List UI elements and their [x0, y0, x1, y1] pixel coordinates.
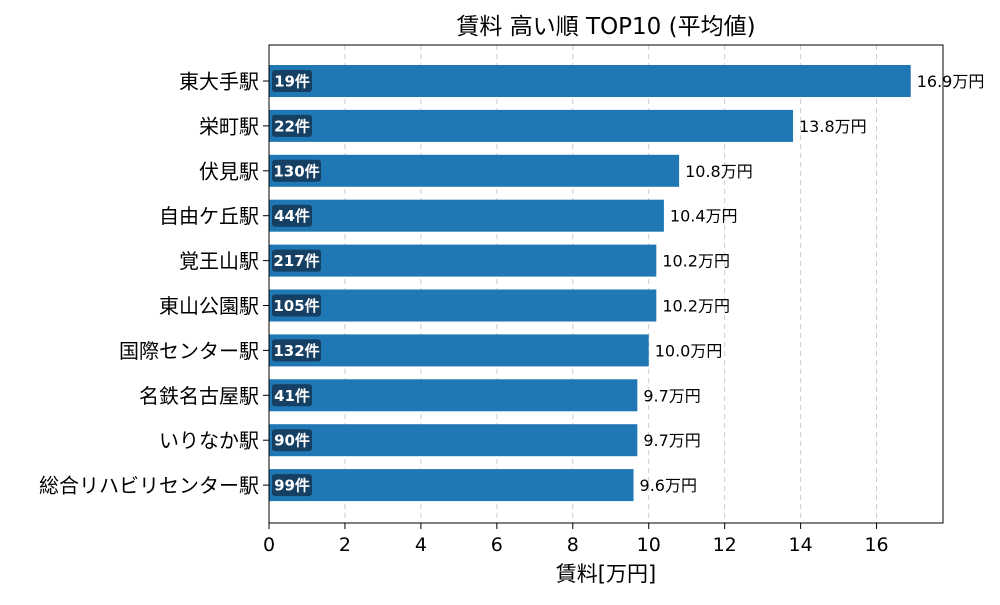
bar: [269, 289, 657, 322]
bar: [269, 244, 657, 277]
count-label: 19件: [274, 73, 310, 91]
count-label: 41件: [274, 387, 310, 405]
count-label: 217件: [273, 252, 319, 270]
value-label: 10.2万円: [662, 252, 730, 271]
bar: [269, 424, 638, 457]
count-label: 90件: [274, 432, 310, 450]
bar: [269, 154, 680, 187]
x-tick-label: 10: [637, 534, 661, 556]
x-tick-label: 4: [415, 534, 427, 556]
bar: [269, 334, 649, 367]
count-badge: [272, 70, 312, 92]
y-tick-label: 名鉄名古屋駅: [139, 384, 259, 408]
y-tick-label: 覚王山駅: [179, 249, 259, 273]
count-badge: [272, 384, 312, 407]
value-label: 10.4万円: [670, 207, 738, 226]
count-badge: [272, 294, 321, 317]
count-label: 44件: [274, 207, 310, 225]
x-tick-label: 12: [713, 534, 737, 556]
bar: [269, 109, 794, 142]
value-label: 10.0万円: [655, 341, 723, 360]
x-tick-label: 8: [567, 534, 579, 556]
x-tick-label: 2: [339, 534, 351, 556]
x-axis: 0 2 4 6 8 10 12 14 16: [263, 523, 889, 556]
bars: [269, 65, 911, 502]
bar: [269, 199, 664, 232]
count-badge: [272, 339, 321, 362]
count-badge: [272, 429, 312, 452]
y-tick-label: 自由ケ丘駅: [159, 204, 259, 228]
plot-frame: [268, 44, 944, 524]
bar: [269, 379, 638, 412]
value-label: 9.7万円: [643, 386, 700, 405]
bar: [269, 65, 911, 97]
x-tick-label: 0: [263, 534, 275, 556]
count-label: 130件: [273, 162, 319, 180]
x-tick-label: 16: [864, 534, 888, 556]
value-label: 9.7万円: [643, 431, 700, 450]
x-tick-label: 14: [789, 534, 813, 556]
y-tick-label: 総合リハビリセンター駅: [39, 474, 259, 498]
y-tick-label: 伏見駅: [199, 159, 259, 183]
count-badge: [272, 114, 312, 137]
y-tick-label: 東大手駅: [179, 70, 259, 94]
count-label: 105件: [273, 297, 319, 315]
count-badge: [272, 204, 312, 227]
value-label: 10.8万円: [685, 162, 753, 181]
y-axis: 東大手駅栄町駅伏見駅自由ケ丘駅覚王山駅東山公園駅国際センター駅名鉄名古屋駅いりな…: [39, 70, 269, 498]
value-label: 16.9万円: [917, 72, 985, 91]
count-badge: [272, 474, 312, 497]
count-label: 132件: [273, 342, 319, 360]
value-label: 13.8万円: [799, 117, 867, 136]
chart-title: 賃料 高い順 TOP10 (平均値): [456, 14, 755, 40]
bar: [269, 469, 634, 502]
value-label: 10.2万円: [662, 297, 730, 316]
y-tick-label: いりなか駅: [159, 429, 259, 453]
count-badge: [272, 159, 321, 182]
x-axis-label: 賃料[万円]: [556, 562, 656, 586]
y-tick-label: 国際センター駅: [119, 339, 259, 363]
y-tick-label: 東山公園駅: [159, 294, 259, 318]
count-label: 22件: [274, 117, 310, 135]
count-label: 99件: [274, 477, 310, 495]
y-tick-label: 栄町駅: [199, 114, 259, 138]
count-badge: [272, 249, 321, 272]
x-tick-label: 6: [491, 534, 503, 556]
value-labels: 19件 16.9万円 22件 13.8万円 130件 10.8万円 44件 10.4万円 217…: [272, 70, 985, 497]
value-label: 9.6万円: [640, 476, 697, 495]
